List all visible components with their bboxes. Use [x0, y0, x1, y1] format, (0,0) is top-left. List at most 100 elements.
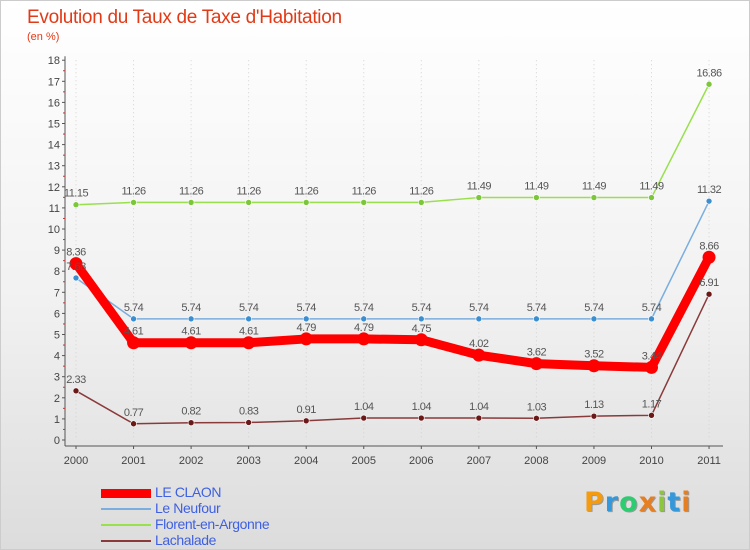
point-le-neufour-2005 — [360, 315, 368, 323]
data-label-le-neufour: 5.74 — [642, 302, 662, 314]
data-label-lachalade: 0.82 — [181, 406, 201, 418]
point-le-claon-2006 — [414, 333, 428, 347]
y-tick-label: 2 — [54, 393, 60, 405]
logo-letter: i — [681, 487, 692, 518]
x-tick-label: 2001 — [121, 455, 145, 467]
data-label-lachalade: 1.04 — [469, 401, 489, 413]
data-label-le-neufour: 5.74 — [296, 302, 316, 314]
legend-swatch-le-neufour — [101, 508, 151, 510]
x-tick-label: 2005 — [352, 455, 376, 467]
y-tick-label: 4 — [54, 351, 60, 363]
point-florent-en-argonne-2005 — [360, 199, 368, 206]
legend-swatch-lachalade — [101, 540, 151, 542]
point-le-claon-2011 — [702, 250, 716, 264]
point-le-neufour-2000 — [72, 274, 80, 282]
y-tick-label: 1 — [54, 414, 60, 426]
data-label-le-neufour: 5.74 — [181, 302, 201, 314]
x-tick-label: 2004 — [294, 455, 318, 467]
data-label-lachalade: 0.77 — [124, 407, 144, 419]
point-le-claon-2001 — [127, 336, 141, 350]
point-le-claon-2004 — [299, 332, 313, 346]
data-label-florent-en-argonne: 11.49 — [467, 181, 492, 193]
legend-swatch-le-claon — [101, 489, 151, 498]
y-tick-label: 18 — [48, 55, 60, 67]
data-label-le-claon: 4.79 — [354, 322, 374, 334]
point-lachalade-2007 — [475, 414, 483, 422]
point-lachalade-2002 — [187, 419, 195, 426]
y-tick-label: 11 — [49, 203, 60, 215]
data-label-lachalade: 1.04 — [354, 401, 374, 413]
legend-label-florent-en-argonne: Florent-en-Argonne — [155, 516, 270, 532]
y-tick-label: 7 — [54, 287, 60, 299]
legend-label-lachalade: Lachalade — [155, 532, 217, 548]
y-tick-label: 17 — [48, 76, 60, 88]
point-le-claon-2009 — [587, 359, 601, 373]
logo-letter: t — [667, 487, 682, 518]
data-label-le-neufour: 7.68 — [66, 261, 86, 273]
data-label-le-claon: 8.36 — [66, 247, 86, 259]
x-tick-label: 2009 — [582, 455, 606, 467]
point-florent-en-argonne-2003 — [245, 199, 252, 206]
point-lachalade-2003 — [245, 419, 252, 426]
data-label-florent-en-argonne: 11.49 — [524, 181, 549, 193]
series-line-le-claon — [71, 252, 714, 372]
x-tick-label: 2010 — [639, 455, 663, 467]
point-le-neufour-2004 — [302, 315, 310, 323]
data-label-le-neufour: 5.74 — [354, 302, 374, 314]
y-tick-label: 13 — [48, 161, 60, 173]
y-tick-label: 0 — [54, 435, 60, 447]
point-le-neufour-2007 — [475, 315, 483, 323]
data-label-florent-en-argonne: 11.26 — [409, 185, 434, 197]
data-label-florent-en-argonne: 11.26 — [121, 185, 146, 197]
data-label-le-claon: 4.61 — [124, 326, 144, 338]
data-label-le-claon: 3.44 — [642, 350, 662, 362]
y-tick-label: 16 — [48, 97, 60, 109]
data-label-florent-en-argonne: 16.86 — [697, 67, 722, 79]
point-florent-en-argonne-2002 — [187, 199, 195, 206]
y-tick-label: 6 — [54, 308, 60, 320]
data-label-lachalade: 1.17 — [642, 398, 662, 410]
data-label-lachalade: 0.83 — [239, 405, 259, 417]
x-tick-label: 2003 — [236, 455, 260, 467]
y-tick-label: 12 — [48, 182, 60, 194]
data-label-le-neufour: 5.74 — [124, 302, 144, 314]
point-florent-en-argonne-2006 — [417, 199, 425, 206]
point-lachalade-2006 — [417, 414, 425, 422]
point-lachalade-2005 — [360, 414, 368, 422]
data-label-lachalade: 6.91 — [699, 277, 719, 289]
point-lachalade-2011 — [705, 290, 713, 298]
y-tick-label: 10 — [48, 224, 60, 236]
chart-data-labels: 11.15 11.26 11.26 11.26 11.26 11.26 11.26 11.49… — [64, 67, 723, 419]
point-le-claon-2003 — [242, 336, 256, 350]
logo-letter: o — [619, 487, 639, 518]
y-tick-label: 14 — [48, 140, 60, 152]
data-label-florent-en-argonne: 11.26 — [179, 185, 204, 197]
y-tick-label: 9 — [54, 245, 60, 257]
data-label-le-neufour: 5.74 — [527, 302, 547, 314]
logo-letter: P — [584, 487, 605, 518]
chart-subtitle: (en %) — [27, 31, 60, 43]
legend-label-le-claon: LE CLAON — [155, 484, 222, 500]
point-florent-en-argonne-2008 — [533, 194, 540, 201]
data-label-le-neufour: 5.74 — [412, 302, 432, 314]
y-tick-label: 5 — [54, 330, 60, 342]
point-lachalade-2004 — [302, 417, 310, 425]
logo-letter: r — [604, 487, 620, 518]
data-label-florent-en-argonne: 11.15 — [64, 188, 89, 200]
point-florent-en-argonne-2000 — [72, 201, 80, 209]
data-label-lachalade: 1.13 — [584, 399, 604, 411]
point-florent-en-argonne-2011 — [705, 80, 713, 88]
legend-swatch-florent-en-argonne — [101, 524, 151, 526]
point-lachalade-2010 — [648, 412, 655, 419]
chart-series — [69, 80, 716, 428]
point-le-neufour-2001 — [130, 315, 137, 323]
point-le-claon-2005 — [357, 332, 371, 346]
data-label-le-neufour: 5.74 — [584, 302, 604, 314]
point-florent-en-argonne-2004 — [302, 199, 310, 206]
point-lachalade-2001 — [130, 420, 137, 428]
x-tick-label: 2008 — [524, 455, 548, 467]
point-florent-en-argonne-2007 — [475, 194, 483, 201]
point-le-neufour-2003 — [245, 315, 252, 323]
